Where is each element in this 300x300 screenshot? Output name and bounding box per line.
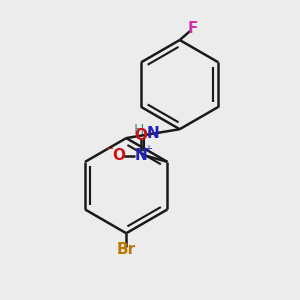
Text: Br: Br [117, 242, 136, 257]
Text: −: − [106, 144, 114, 154]
Text: F: F [188, 21, 198, 36]
Text: N: N [134, 148, 147, 164]
Text: H: H [134, 123, 144, 137]
Text: N: N [147, 126, 159, 141]
Text: +: + [144, 144, 152, 154]
Text: O: O [112, 148, 125, 164]
Text: O: O [134, 128, 147, 142]
